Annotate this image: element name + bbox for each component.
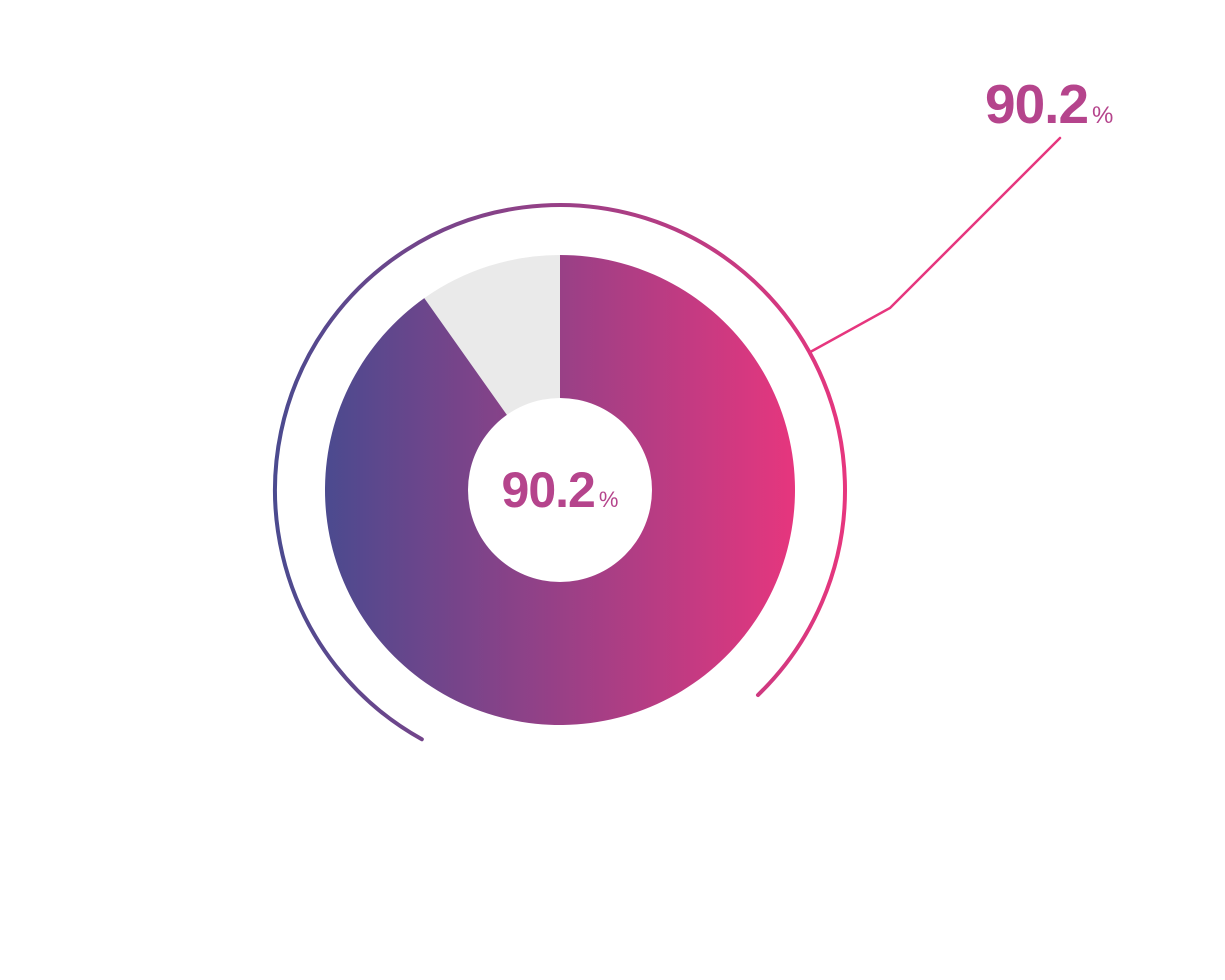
center-percentage-label: 90.2% (502, 461, 619, 519)
center-percent-symbol: % (599, 487, 619, 512)
callout-percentage-value: 90.2 (985, 73, 1088, 135)
percentage-donut-chart: 90.2% 90.2% (0, 0, 1225, 980)
callout-percent-symbol: % (1092, 102, 1113, 129)
callout-percentage-label: 90.2% (985, 72, 1113, 136)
callout-leader-line (810, 138, 1060, 352)
center-percentage-value: 90.2 (502, 462, 595, 518)
